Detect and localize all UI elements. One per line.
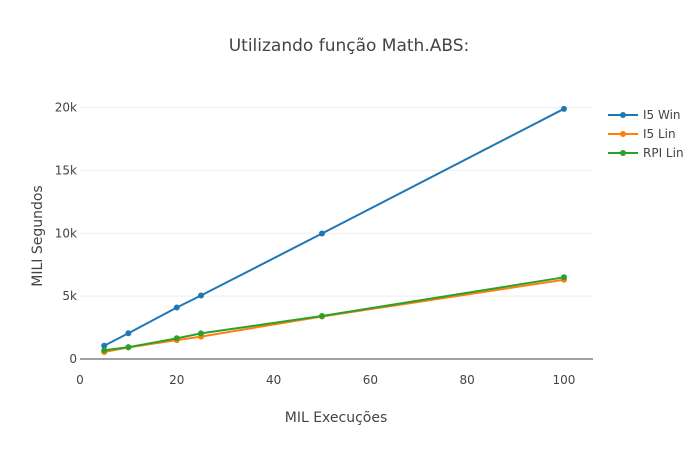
series-line: [104, 276, 565, 352]
y-axis-title: MILI Segundos: [30, 185, 46, 286]
x-tick-label: 0: [76, 373, 84, 387]
y-tick-label: 0: [69, 352, 77, 366]
legend-item[interactable]: I5 Win: [608, 108, 681, 122]
legend-item[interactable]: I5 Lin: [608, 127, 676, 141]
y-tick-label: 20k: [55, 101, 77, 115]
x-axis-ticks: 0 20 40 60 80 100: [76, 373, 575, 387]
series-rpi-lin: [101, 274, 567, 354]
data-point[interactable]: [197, 330, 204, 337]
legend-item[interactable]: RPI Lin: [608, 146, 684, 160]
data-point[interactable]: [173, 335, 180, 342]
data-point[interactable]: [173, 304, 180, 311]
legend-label: I5 Win: [643, 108, 681, 122]
y-axis-ticks: 0 5k 10k 15k 20k: [55, 101, 77, 366]
data-point[interactable]: [101, 342, 108, 349]
data-point[interactable]: [197, 292, 204, 299]
legend-label: RPI Lin: [643, 146, 684, 160]
chart-title: Utilizando função Math.ABS:: [229, 36, 470, 56]
series-line: [104, 278, 565, 353]
x-tick-label: 100: [553, 373, 576, 387]
series-layer: [101, 105, 567, 355]
legend-marker: [620, 112, 626, 118]
grid: [80, 107, 593, 297]
x-tick-label: 80: [460, 373, 475, 387]
series-line: [103, 107, 565, 347]
series-i5-win: [101, 105, 567, 349]
y-tick-label: 10k: [55, 226, 77, 240]
data-point[interactable]: [560, 105, 567, 112]
y-tick-label: 15k: [55, 163, 77, 177]
data-point[interactable]: [125, 330, 132, 337]
data-point[interactable]: [560, 274, 567, 281]
legend-marker: [620, 131, 626, 137]
legend-marker: [620, 150, 626, 156]
x-tick-label: 20: [169, 373, 184, 387]
y-tick-label: 5k: [62, 289, 77, 303]
data-point[interactable]: [125, 344, 132, 351]
x-tick-label: 60: [363, 373, 378, 387]
legend-label: I5 Lin: [643, 127, 676, 141]
data-point[interactable]: [318, 313, 325, 320]
x-tick-label: 40: [266, 373, 281, 387]
x-axis-title: MIL Execuções: [285, 410, 388, 426]
data-point[interactable]: [101, 347, 108, 354]
legend: I5 Win I5 Lin RPI Lin: [608, 108, 684, 160]
data-point[interactable]: [318, 230, 325, 237]
